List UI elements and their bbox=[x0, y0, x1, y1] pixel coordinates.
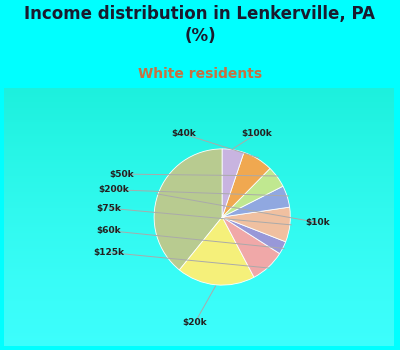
Text: $60k: $60k bbox=[96, 226, 121, 235]
Text: $200k: $200k bbox=[98, 185, 129, 194]
Wedge shape bbox=[222, 153, 270, 217]
Wedge shape bbox=[222, 217, 280, 277]
Wedge shape bbox=[222, 207, 290, 242]
Wedge shape bbox=[222, 186, 290, 217]
Text: $50k: $50k bbox=[110, 170, 134, 178]
Text: $75k: $75k bbox=[96, 204, 121, 213]
Wedge shape bbox=[179, 217, 254, 285]
Wedge shape bbox=[222, 217, 286, 253]
Text: $40k: $40k bbox=[171, 130, 196, 138]
Wedge shape bbox=[222, 168, 283, 217]
Text: $10k: $10k bbox=[305, 218, 330, 227]
Text: $125k: $125k bbox=[93, 248, 124, 257]
Text: $20k: $20k bbox=[183, 318, 207, 327]
Wedge shape bbox=[154, 149, 222, 270]
Text: $100k: $100k bbox=[241, 130, 272, 138]
Wedge shape bbox=[222, 149, 244, 217]
Text: White residents: White residents bbox=[138, 67, 262, 81]
Text: Income distribution in Lenkerville, PA
(%): Income distribution in Lenkerville, PA (… bbox=[24, 5, 376, 46]
